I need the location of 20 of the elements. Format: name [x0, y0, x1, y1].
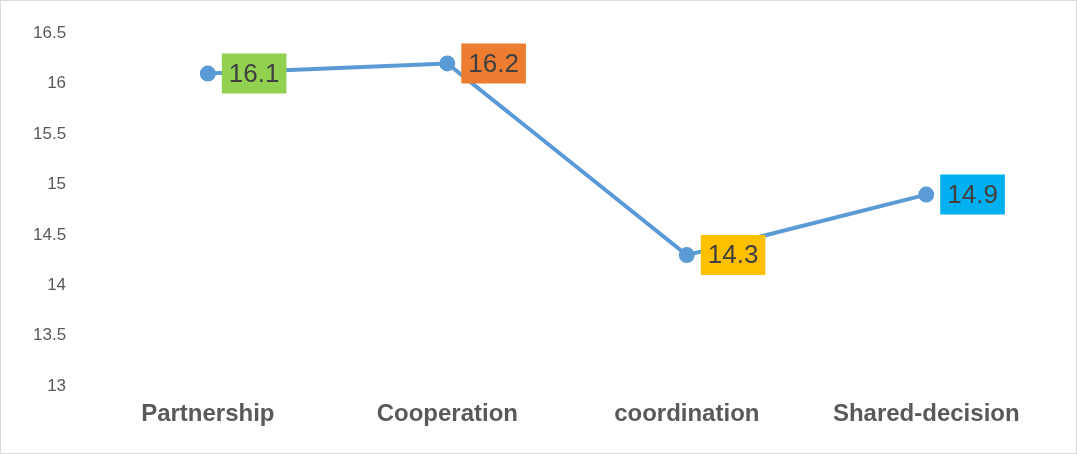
y-tick-label: 16.5: [32, 22, 67, 42]
point: [678, 247, 695, 264]
point: [918, 186, 935, 203]
y-tick-label: 15.5: [32, 123, 67, 143]
point: [439, 55, 456, 72]
y-tick-label: 15: [47, 174, 67, 194]
x-tick-label: Cooperation: [376, 399, 518, 427]
data-label: 16.2: [468, 47, 519, 78]
y-tick-label: 13.5: [32, 325, 67, 345]
y-tick-label: 14.5: [32, 224, 67, 244]
data-label: 14.3: [707, 239, 759, 270]
x-tick-label: Shared-decision: [832, 399, 1020, 427]
data-label: 16.1: [228, 57, 280, 88]
y-tick-label: 14: [47, 275, 67, 295]
x-tick-label: Partnership: [141, 399, 275, 427]
y-tick-label: 13: [47, 375, 67, 395]
data-label: 14.9: [947, 178, 998, 209]
y-tick-label: 16: [47, 73, 67, 93]
point: [199, 65, 216, 82]
x-tick-label: coordination: [614, 399, 760, 427]
